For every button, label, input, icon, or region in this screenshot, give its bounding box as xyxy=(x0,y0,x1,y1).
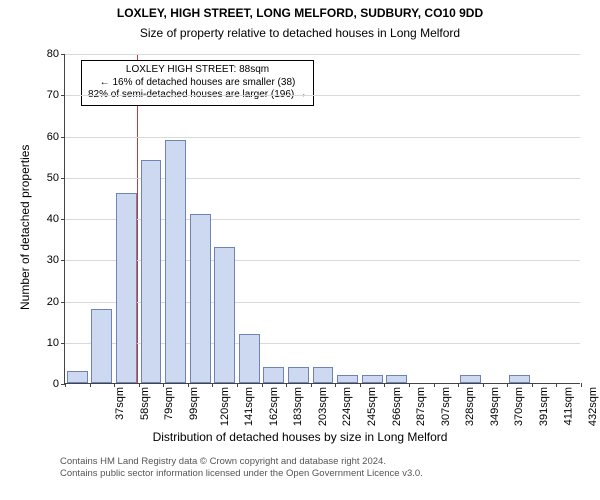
xtick-mark xyxy=(286,383,287,387)
xtick-label: 141sqm xyxy=(243,387,255,426)
xtick-label: 58sqm xyxy=(139,387,151,420)
histogram-bar xyxy=(460,375,481,383)
xtick-mark xyxy=(163,383,164,387)
xtick-label: 328sqm xyxy=(464,387,476,426)
histogram-bar xyxy=(214,247,235,383)
xtick-mark xyxy=(409,383,410,387)
xtick-mark xyxy=(188,383,189,387)
xtick-mark xyxy=(212,383,213,387)
plot-area: LOXLEY HIGH STREET: 88sqm ← 16% of detac… xyxy=(64,54,580,384)
xtick-mark xyxy=(114,383,115,387)
y-axis-label: Number of detached properties xyxy=(18,145,32,310)
histogram-bar xyxy=(165,140,186,383)
ytick-label: 80 xyxy=(47,48,65,60)
xtick-mark xyxy=(335,383,336,387)
histogram-bar xyxy=(67,371,88,383)
chart-title: LOXLEY, HIGH STREET, LONG MELFORD, SUDBU… xyxy=(0,6,600,20)
footer-line2: Contains public sector information licen… xyxy=(60,468,423,480)
annotation-box: LOXLEY HIGH STREET: 88sqm ← 16% of detac… xyxy=(81,60,314,106)
xtick-mark xyxy=(237,383,238,387)
xtick-label: 411sqm xyxy=(562,387,574,425)
xtick-mark xyxy=(90,383,91,387)
xtick-label: 120sqm xyxy=(219,387,231,426)
xtick-label: 287sqm xyxy=(415,387,427,426)
xtick-label: 245sqm xyxy=(366,387,378,426)
xtick-label: 224sqm xyxy=(342,387,354,426)
histogram-bar xyxy=(116,193,137,383)
histogram-bar xyxy=(337,375,358,383)
ytick-label: 10 xyxy=(47,337,65,349)
annotation-line2: ← 16% of detached houses are smaller (38… xyxy=(88,77,307,90)
xtick-label: 99sqm xyxy=(188,387,200,420)
histogram-bar xyxy=(288,367,309,384)
xtick-label: 349sqm xyxy=(489,387,501,426)
xtick-mark xyxy=(507,383,508,387)
ytick-label: 50 xyxy=(47,172,65,184)
annotation-line1: LOXLEY HIGH STREET: 88sqm xyxy=(88,64,307,77)
footer-line1: Contains HM Land Registry data © Crown c… xyxy=(60,456,423,468)
xtick-label: 266sqm xyxy=(391,387,403,426)
xtick-label: 432sqm xyxy=(587,387,599,426)
ytick-label: 30 xyxy=(47,254,65,266)
xtick-mark xyxy=(458,383,459,387)
xtick-label: 79sqm xyxy=(163,387,175,420)
gridline xyxy=(65,137,580,138)
xtick-label: 391sqm xyxy=(538,387,550,426)
ytick-label: 0 xyxy=(53,378,65,390)
histogram-bar xyxy=(190,214,211,383)
ytick-label: 40 xyxy=(47,213,65,225)
xtick-label: 37sqm xyxy=(114,387,126,420)
histogram-bar xyxy=(239,334,260,384)
chart-subtitle: Size of property relative to detached ho… xyxy=(0,26,600,40)
xtick-mark xyxy=(483,383,484,387)
gridline xyxy=(65,95,580,96)
xtick-mark xyxy=(139,383,140,387)
histogram-bar xyxy=(313,367,334,384)
xtick-label: 307sqm xyxy=(440,387,452,426)
xtick-label: 370sqm xyxy=(514,387,526,426)
ytick-label: 60 xyxy=(47,131,65,143)
xtick-mark xyxy=(360,383,361,387)
ytick-label: 70 xyxy=(47,89,65,101)
xtick-mark xyxy=(384,383,385,387)
histogram-bar xyxy=(91,309,112,383)
xtick-label: 203sqm xyxy=(317,387,329,426)
xtick-mark xyxy=(262,383,263,387)
histogram-bar xyxy=(362,375,383,383)
ytick-label: 20 xyxy=(47,296,65,308)
xtick-mark xyxy=(65,383,66,387)
xtick-mark xyxy=(556,383,557,387)
xtick-mark xyxy=(532,383,533,387)
histogram-bar xyxy=(386,375,407,383)
histogram-bar xyxy=(141,160,162,383)
histogram-bar xyxy=(263,367,284,384)
footer-text: Contains HM Land Registry data © Crown c… xyxy=(60,456,423,481)
xtick-mark xyxy=(581,383,582,387)
histogram-bar xyxy=(509,375,530,383)
x-axis-label: Distribution of detached houses by size … xyxy=(0,430,600,444)
xtick-label: 183sqm xyxy=(292,387,304,426)
gridline xyxy=(65,54,580,55)
xtick-mark xyxy=(311,383,312,387)
xtick-mark xyxy=(434,383,435,387)
xtick-label: 162sqm xyxy=(268,387,280,426)
